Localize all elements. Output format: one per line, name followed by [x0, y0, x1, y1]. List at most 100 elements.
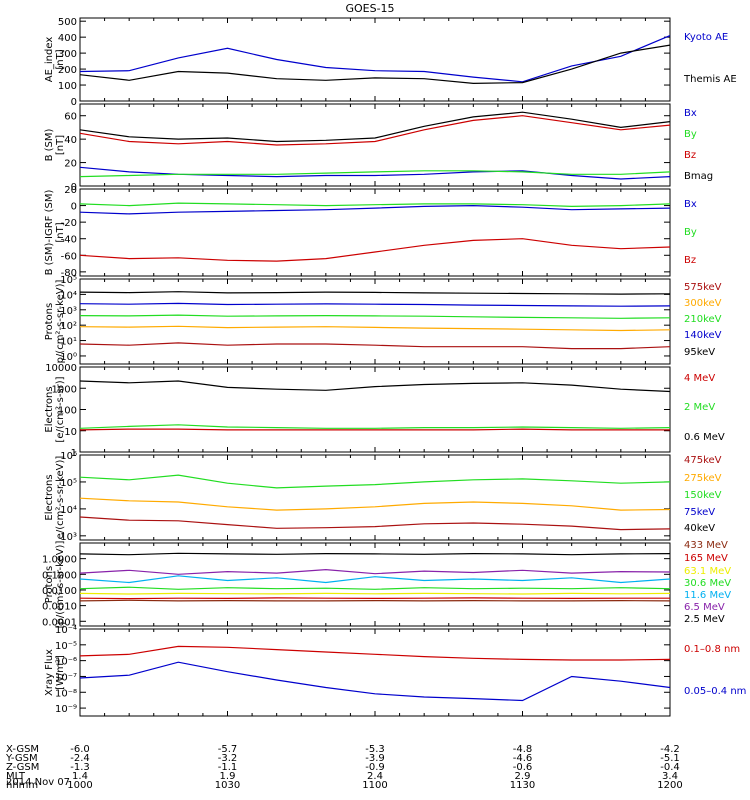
series-line-protons_kev-3 — [79, 302, 671, 307]
footer-value: 1130 — [510, 780, 535, 791]
date-label: 2014 Nov 07 — [6, 777, 70, 788]
orbit-footer: X-GSM -6.0 -5.7 -5.3 -4.8 -4.2 Y-GSM -2.4 -3.2 -3… — [5, 744, 683, 791]
footer-value: -3.9 — [365, 753, 385, 764]
y-tick-label: 10⁻⁹ — [55, 704, 77, 715]
series-line-bigrf-1 — [79, 202, 671, 208]
y-tick-label: 0.0100 — [42, 586, 77, 597]
y-tick-label: 200 — [58, 65, 77, 76]
legend-entry: 6.5 MeV — [684, 602, 725, 613]
panel-electrons_kev: 10³ 10⁴ 10⁵ 10⁶ Electrons e/(cm²-s-sr-keV)] 47… — [44, 451, 722, 543]
legend-entry: Bmag — [684, 171, 713, 182]
y-tick-label: 10⁴ — [60, 290, 77, 301]
series-line-protons_mev-0 — [79, 599, 671, 602]
y-axis-label: Protons — [44, 303, 55, 340]
legend-entry: 140keV — [684, 330, 722, 341]
series-line-electrons_mev-2 — [79, 380, 671, 393]
footer-value: -6.0 — [70, 744, 90, 755]
series-line-electrons_kev-0 — [79, 516, 671, 531]
figure-title: GOES-15 — [345, 2, 394, 15]
y-tick-label: 0 — [71, 182, 77, 193]
footer-row-label: X-GSM — [6, 744, 39, 755]
footer-value: -0.4 — [660, 762, 680, 773]
legend-entry: 63.1 MeV — [684, 566, 731, 577]
y-tick-label: -20 — [61, 218, 77, 229]
y-tick-label: 0.1000 — [42, 570, 77, 581]
y-tick-label: 0.0010 — [42, 602, 77, 613]
legend-entry: 75keV — [684, 507, 715, 518]
legend-entry: 433 MeV — [684, 540, 728, 551]
y-axis-label: B (SM) — [44, 128, 55, 161]
legend-entry: Bx — [684, 199, 697, 210]
footer-value: 1000 — [67, 780, 92, 791]
y-tick-label: 100 — [58, 81, 77, 92]
footer-row-label: MLT — [6, 771, 26, 782]
footer-value: 1030 — [215, 780, 240, 791]
panel-frame — [79, 366, 671, 453]
y-tick-label: 1.0000 — [42, 555, 77, 566]
legend-entry: Bz — [684, 150, 696, 161]
footer-value: -5.7 — [218, 744, 238, 755]
y-tick-label: 10² — [60, 321, 77, 332]
y-tick-label: 10⁶ — [60, 451, 77, 462]
legend-entry: 2 MeV — [684, 402, 715, 413]
footer-row-label: Z-GSM — [6, 762, 39, 773]
y-tick-label: 60 — [64, 112, 77, 123]
legend-entry: 30.6 MeV — [684, 578, 731, 589]
y-tick-label: 10³ — [60, 306, 77, 317]
y-axis-label: [nT] — [55, 135, 66, 155]
series-line-electrons_kev-2 — [79, 474, 671, 489]
legend-entry: By — [684, 129, 697, 140]
series-line-protons_mev-5 — [79, 568, 671, 575]
footer-value: -2.4 — [70, 753, 90, 764]
panel-protons_kev: 10⁰ 10¹ 10² 10³ 10⁴ 10⁵ Protons p/(cm²-s-sr-keV… — [44, 275, 722, 365]
series-line-xray-1 — [79, 661, 671, 702]
series-line-xray-0 — [79, 645, 671, 661]
y-tick-label: 0 — [71, 202, 77, 213]
y-tick-label: 500 — [58, 17, 77, 28]
panel-xray: 10⁻⁹ 10⁻⁸ 10⁻⁷ 10⁻⁶ 10⁻⁵ 10⁻⁴ Xray Flux [W/m²] 0… — [44, 625, 746, 717]
legend-entry: 210keV — [684, 314, 722, 325]
series-line-bsm-2 — [79, 115, 671, 146]
legend-entry: 2.5 MeV — [684, 614, 725, 625]
y-tick-label: 10⁰ — [60, 352, 77, 363]
panel-frame — [79, 17, 671, 102]
footer-row-label: hhmm — [6, 780, 38, 791]
series-line-protons_mev-3 — [79, 586, 671, 590]
footer-value: 1100 — [362, 780, 387, 791]
legend-entry: 0.6 MeV — [684, 432, 725, 443]
legend-entry: 165 MeV — [684, 553, 728, 564]
series-line-electrons_kev-1 — [79, 497, 671, 511]
y-tick-label: 0 — [71, 97, 77, 108]
panel-electrons_mev: 1 10 100 1000 10000 Electrons [e/(cm²-s-sr)] 4 … — [44, 363, 725, 459]
y-tick-label: 10⁻⁷ — [55, 672, 77, 683]
footer-value: -5.1 — [660, 753, 680, 764]
series-line-protons_mev-4 — [79, 575, 671, 584]
series-line-protons_mev-2 — [79, 592, 671, 595]
legend-entry: Bz — [684, 255, 696, 266]
series-line-protons_kev-0 — [79, 342, 671, 350]
y-tick-label: 10⁻⁶ — [55, 657, 77, 668]
footer-value: -1.1 — [218, 762, 238, 773]
footer-value: -4.8 — [513, 744, 533, 755]
y-tick-label: -60 — [61, 251, 77, 262]
legend-entry: 40keV — [684, 523, 715, 534]
footer-value: -4.2 — [660, 744, 680, 755]
legend-entry: 0.05–0.4 nm — [684, 686, 746, 697]
y-tick-label: 10³ — [60, 532, 77, 543]
series-line-bsm-3 — [79, 111, 671, 143]
series-line-bsm-0 — [79, 166, 671, 180]
footer-value: 1.4 — [72, 771, 88, 782]
y-tick-label: 400 — [58, 33, 77, 44]
series-line-bsm-1 — [79, 170, 671, 178]
legend-entry: Kyoto AE — [684, 32, 728, 43]
legend-entry: 300keV — [684, 298, 722, 309]
series-line-ae-1 — [79, 44, 671, 85]
footer-value: -3.2 — [218, 753, 238, 764]
y-tick-label: -80 — [61, 268, 77, 279]
y-axis-label: p/(cm²-s-sr-keV)] — [55, 280, 66, 364]
series-line-bigrf-2 — [79, 238, 671, 262]
y-tick-label: 20 — [64, 159, 77, 170]
footer-value: 1200 — [657, 780, 682, 791]
